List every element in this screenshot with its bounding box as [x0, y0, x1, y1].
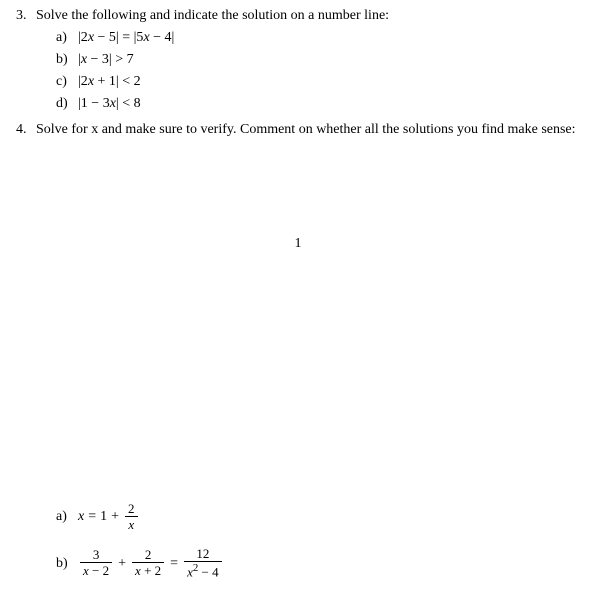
fraction-numerator: 2: [125, 502, 138, 516]
math-expression: 3 x − 2 + 2 x + 2 = 12 x2 − 4: [78, 547, 224, 580]
math-expression: |2x + 1| < 2: [78, 74, 141, 90]
problem-3-item-b: b) |x − 3| > 7: [56, 52, 580, 68]
item-label: a): [56, 30, 78, 46]
fraction-denominator: x2 − 4: [184, 561, 222, 580]
fraction: 2 x: [125, 502, 138, 533]
fraction-term-3: 12 x2 − 4: [184, 547, 222, 580]
problem-3-items: a) |2x − 5| = |5x − 4| b) |x − 3| > 7 c)…: [56, 30, 580, 112]
equals-sign: =: [88, 509, 96, 525]
problem-4-item-a: a) x = 1 + 2 x: [56, 502, 224, 533]
problem-3-item-d: d) |1 − 3x| < 8: [56, 96, 580, 112]
item-label: b): [56, 556, 78, 572]
problem-3-item-a: a) |2x − 5| = |5x − 4|: [56, 30, 580, 46]
fraction-denominator: x: [125, 516, 138, 533]
item-label: d): [56, 96, 78, 112]
fraction-numerator: 2: [132, 548, 164, 562]
math-expression: |x − 3| > 7: [78, 52, 134, 68]
page-number: 1: [0, 236, 596, 252]
fraction-term-2: 2 x + 2: [132, 548, 164, 579]
problem-3: 3. Solve the following and indicate the …: [16, 8, 580, 112]
fraction-denominator: x − 2: [80, 562, 112, 579]
item-label: b): [56, 52, 78, 68]
fraction-numerator: 12: [184, 547, 222, 561]
problem-4-items: a) x = 1 + 2 x b) 3 x − 2 + 2 x + 2 =: [56, 502, 224, 594]
plus-sign: +: [111, 509, 119, 525]
problem-4-statement: 4. Solve for x and make sure to verify. …: [16, 122, 580, 138]
problem-3-number: 3.: [16, 8, 36, 24]
fraction-term-1: 3 x − 2: [80, 548, 112, 579]
item-label: a): [56, 509, 78, 525]
problem-4: 4. Solve for x and make sure to verify. …: [16, 122, 580, 138]
fraction-denominator: x + 2: [132, 562, 164, 579]
math-expression: |2x − 5| = |5x − 4|: [78, 30, 174, 46]
var-x: x: [78, 509, 84, 525]
problem-3-text: Solve the following and indicate the sol…: [36, 8, 389, 24]
item-label: c): [56, 74, 78, 90]
fraction-numerator: 3: [80, 548, 112, 562]
equals-sign: =: [170, 556, 178, 572]
math-expression: x = 1 + 2 x: [78, 502, 140, 533]
problem-4-text: Solve for x and make sure to verify. Com…: [36, 122, 576, 138]
problem-3-item-c: c) |2x + 1| < 2: [56, 74, 580, 90]
plus-sign: +: [118, 556, 126, 572]
math-expression: |1 − 3x| < 8: [78, 96, 141, 112]
integer-one: 1: [100, 509, 107, 525]
problem-3-statement: 3. Solve the following and indicate the …: [16, 8, 580, 24]
problem-4-number: 4.: [16, 122, 36, 138]
problem-4-item-b: b) 3 x − 2 + 2 x + 2 = 12 x2 − 4: [56, 547, 224, 580]
